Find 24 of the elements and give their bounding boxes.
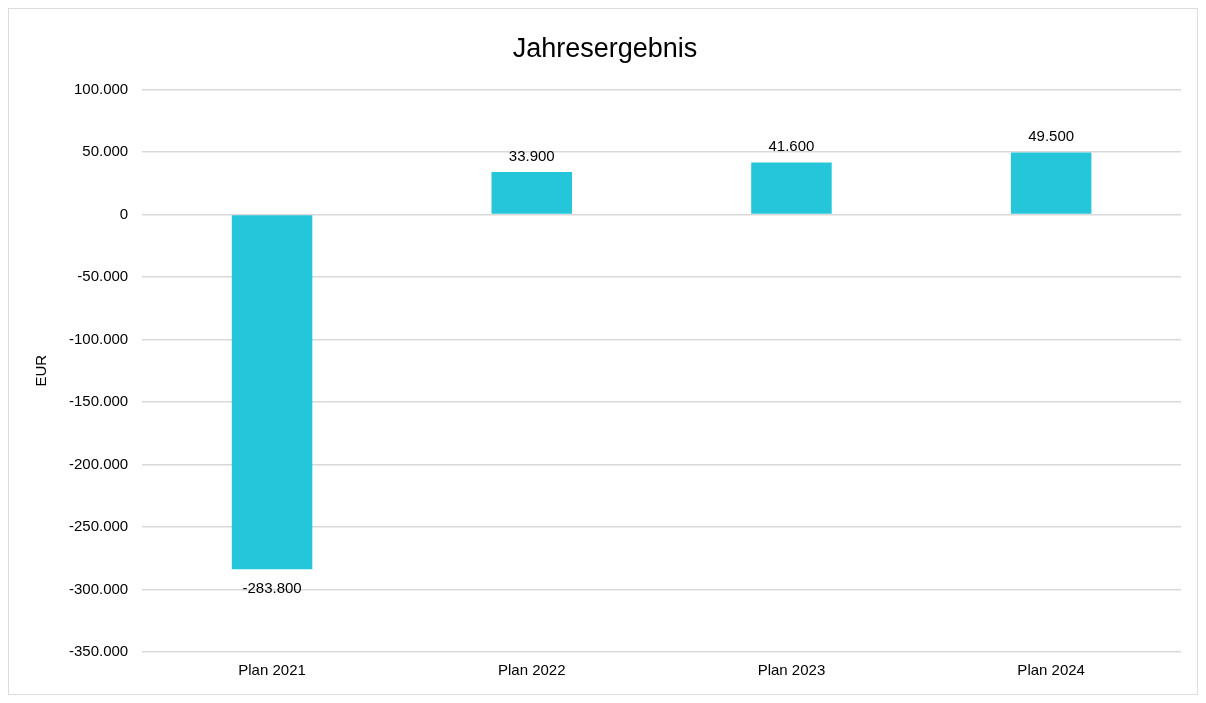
y-tick-label: -350.000: [69, 642, 129, 660]
y-tick-label: -150.000: [69, 392, 129, 410]
y-axis-title: EUR: [32, 354, 50, 387]
x-tick-label: Plan 2024: [1017, 661, 1085, 679]
y-tick-label: 0: [119, 204, 129, 222]
bar: [491, 172, 573, 214]
chart-title: Jahresergebnis: [512, 32, 698, 63]
data-label: 41.600: [768, 137, 815, 155]
y-tick-label: 50.000: [82, 142, 129, 160]
data-label: 33.900: [508, 146, 555, 164]
data-label: -283.800: [242, 578, 302, 596]
y-tick-label: -100.000: [69, 329, 129, 347]
y-tick-label: -300.000: [69, 579, 129, 597]
data-label: 49.500: [1028, 127, 1075, 145]
x-tick-label: Plan 2023: [757, 661, 826, 679]
bar: [231, 215, 313, 570]
y-tick-label: -200.000: [69, 454, 129, 472]
x-tick-label: Plan 2021: [238, 661, 306, 679]
y-tick-label: -250.000: [69, 517, 129, 535]
y-tick-label: -50.000: [77, 267, 129, 285]
bar: [751, 162, 832, 214]
x-tick-label: Plan 2022: [497, 661, 566, 679]
bar: [1010, 152, 1092, 214]
y-tick-label: 100.000: [73, 79, 129, 97]
